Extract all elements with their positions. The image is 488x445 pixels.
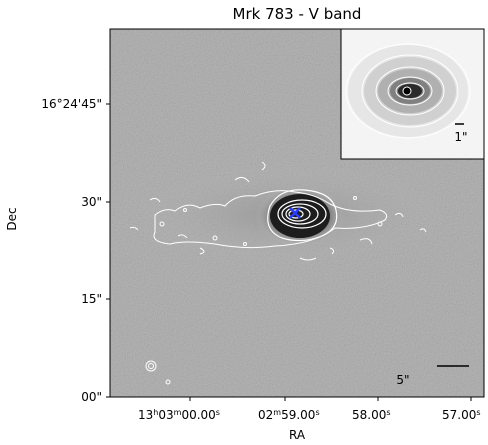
outer-contours — [129, 161, 427, 385]
inset-zoom-panel — [340, 28, 485, 160]
x-ticks — [189, 397, 472, 401]
x-tick-label: 57.00s — [442, 408, 481, 422]
nucleus-marker-icon — [289, 207, 301, 219]
inset-scale-bar-label: 1" — [454, 130, 468, 144]
core-contours — [267, 189, 338, 242]
x-axis-label: RA — [288, 428, 306, 442]
y-tick-label: 00" — [81, 390, 102, 404]
x-tick-label: 13h03m00.00s — [138, 408, 220, 422]
plot-title: Mrk 783 - V band — [232, 5, 362, 23]
y-ticks — [106, 103, 110, 398]
x-tick-label: 58.00s — [352, 408, 391, 422]
y-tick-label: 15" — [81, 292, 102, 306]
x-tick-label: 02m59.00s — [258, 408, 320, 422]
scale-bar-label: 5" — [396, 373, 410, 387]
plot-frame — [109, 28, 485, 398]
y-tick-label: 30" — [81, 195, 102, 209]
y-tick-label: 16°24'45" — [41, 97, 102, 111]
